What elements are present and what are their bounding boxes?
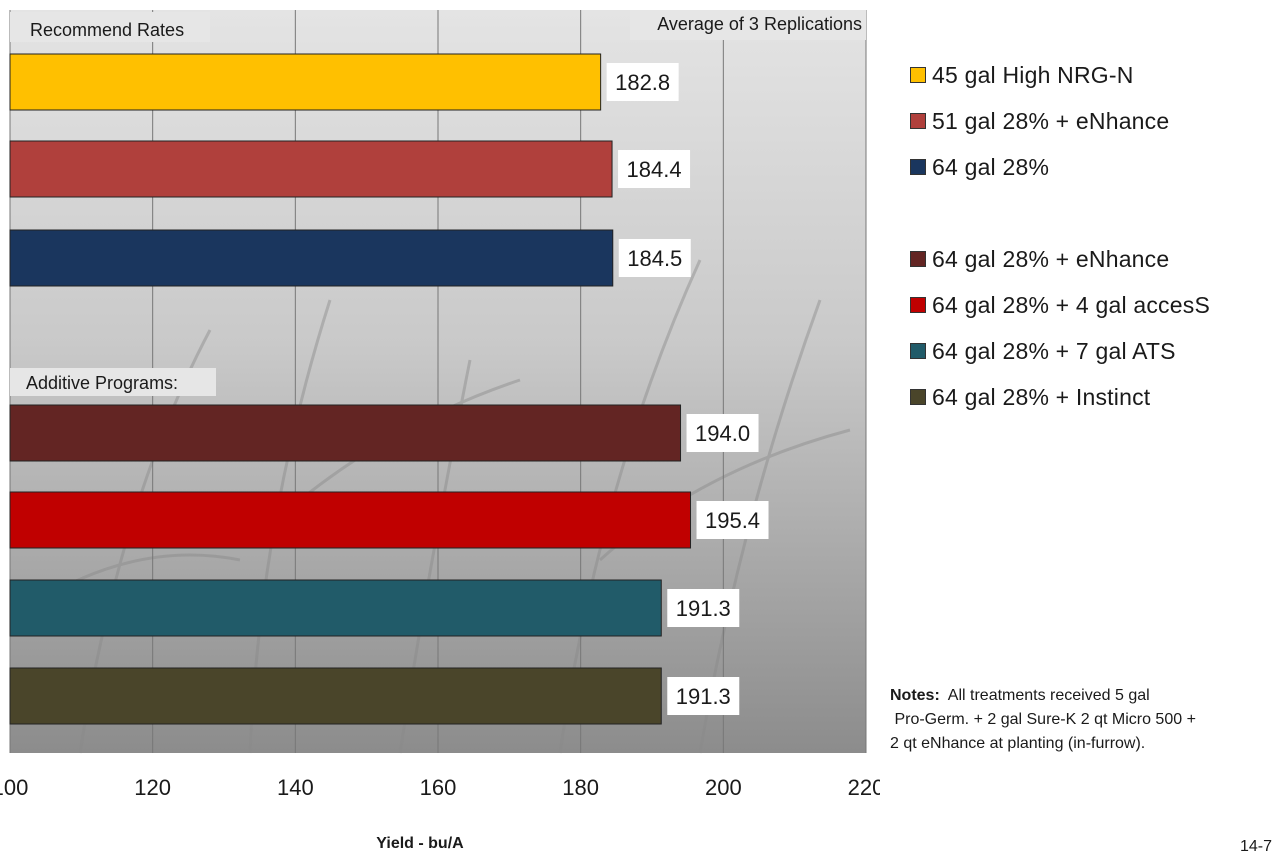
recommend-rates-box [10,12,210,42]
bars-group [9,53,692,725]
value-label: 184.5 [627,246,682,271]
legend-item: 51 gal 28% + eNhance [910,98,1270,144]
legend-item: 64 gal 28% [910,144,1270,190]
bar [9,491,692,549]
x-tick-label: 160 [420,775,457,800]
bar [9,229,614,287]
value-label-box [618,150,691,188]
value-label-box [606,63,679,101]
legend-item: 64 gal 28% + 4 gal accesS [910,282,1270,328]
bar [9,579,662,637]
legend: 45 gal High NRG-N 51 gal 28% + eNhance 6… [910,52,1270,420]
yield-bar-chart: 182.8 184.4 184.5 194.0 195.4 191.3 191.3 Reco… [0,10,880,852]
legend-swatch [910,159,926,175]
value-label-box [667,589,740,627]
value-label: 195.4 [705,508,760,533]
notes-line-1: Notes: All treatments received 5 gal [890,684,1275,708]
notes-line-3: 2 qt eNhance at planting (in-furrow). [890,732,1275,756]
x-tick-label: 180 [562,775,599,800]
notes-line-2: Pro-Germ. + 2 gal Sure-K 2 qt Micro 500 … [890,708,1275,732]
value-label: 184.4 [627,157,682,182]
additive-programs-label: Additive Programs: [26,373,178,393]
value-label: 194.0 [695,421,750,446]
legend-item: 45 gal High NRG-N [910,52,1270,98]
bar [9,667,662,725]
recommend-rates-label: Recommend Rates [30,20,184,40]
legend-item: 64 gal 28% + eNhance [910,236,1270,282]
value-label: 182.8 [615,70,670,95]
bar [9,140,613,198]
legend-label: 64 gal 28% [932,153,1050,180]
legend-swatch [910,389,926,405]
legend-swatch [910,113,926,129]
legend-swatch [910,67,926,83]
legend-item: 64 gal 28% + Instinct [910,374,1270,420]
x-tick-label: 100 [0,775,28,800]
x-axis-ticks: 100 120 140 160 180 200 220 [0,775,880,800]
value-labels-group: 182.8 184.4 184.5 194.0 195.4 191.3 191.3 [606,63,769,715]
legend-label: 51 gal 28% + eNhance [932,107,1170,134]
legend-label: 45 gal High NRG-N [932,61,1134,88]
value-label-box [696,501,769,539]
legend-label: 64 gal 28% + 4 gal accesS [932,291,1210,318]
value-label-box [618,239,691,277]
value-label: 191.3 [676,684,731,709]
legend-swatch [910,251,926,267]
legend-label: 64 gal 28% + Instinct [932,383,1151,410]
bar [9,53,602,111]
x-tick-label: 200 [705,775,742,800]
x-tick-label: 140 [277,775,314,800]
bar [9,404,682,462]
legend-label: 64 gal 28% + 7 gal ATS [932,337,1176,364]
page-number: 14-7 [1240,838,1273,855]
notes-text: Pro-Germ. + 2 gal Sure-K 2 qt Micro 500 … [894,711,1196,728]
replications-box [630,10,866,40]
notes-heading: Notes: [890,687,940,704]
value-label: 191.3 [676,596,731,621]
x-tick-label: 120 [134,775,171,800]
x-axis-title: Yield - bu/A [376,835,464,852]
legend-swatch [910,297,926,313]
legend-label: 64 gal 28% + eNhance [932,245,1170,272]
legend-swatch [910,343,926,359]
additive-programs-box [10,368,216,396]
notes: Notes: All treatments received 5 gal Pro… [890,684,1275,756]
value-label-box [667,677,740,715]
x-tick-label: 220 [848,775,880,800]
value-label-box [686,414,759,452]
replications-label: Average of 3 Replications [657,14,862,34]
legend-item: 64 gal 28% + 7 gal ATS [910,328,1270,374]
notes-text: All treatments received 5 gal [947,687,1150,704]
notes-text: 2 qt eNhance at planting (in-furrow). [890,735,1146,752]
